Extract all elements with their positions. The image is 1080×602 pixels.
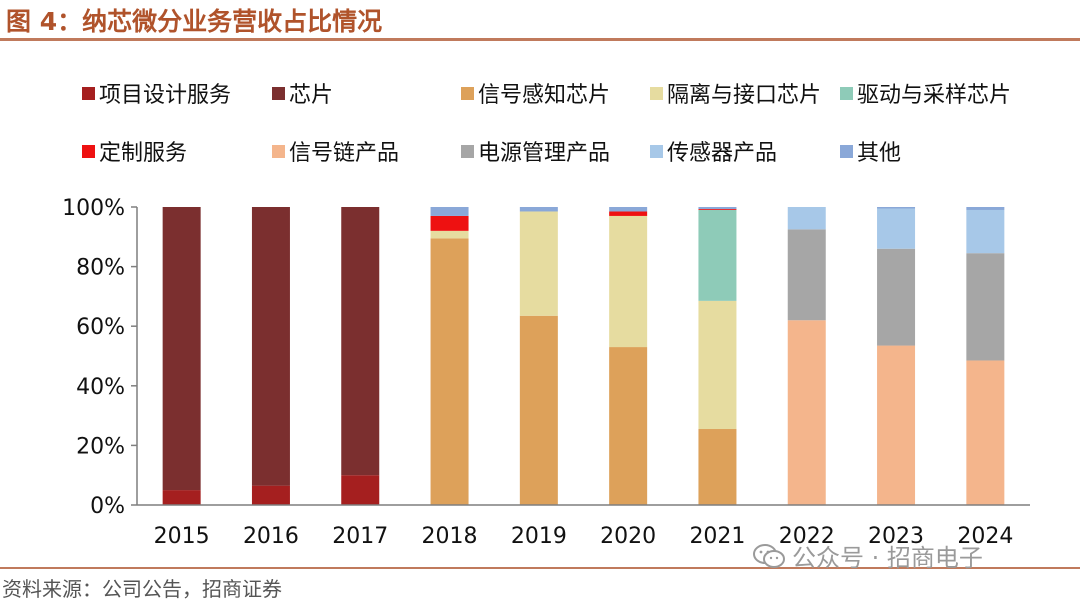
legend-label: 芯片 [289,83,334,108]
legend-swatch [840,144,853,158]
bar-segment [787,229,826,321]
legend-swatch [461,144,474,158]
legend-swatch [272,144,285,158]
legend-item: 电源管理产品 [461,135,610,167]
stacked-bar-chart: 0% 20% 40% 60% 80% 100% 2015 2016 2017 2018 2019 20… [62,196,1030,549]
x-tick-label: 2018 [422,524,478,549]
legend-item: 项目设计服务 [82,77,231,109]
bar-segment [698,429,737,505]
legend-label: 定制服务 [99,141,188,166]
wechat-icon [753,543,785,568]
legend-item: 驱动与采样芯片 [840,77,1011,109]
y-tick-label: 100% [62,196,125,221]
top-rule [0,38,1080,41]
bar-segment [251,207,290,486]
bar-segment [787,207,826,230]
bar-segment [162,490,201,505]
bar-segment [966,209,1005,254]
bar-segment [609,215,648,348]
figure-title: 图 4：纳芯微分业务营收占比情况 [6,7,383,36]
x-tick-label: 2015 [154,524,210,549]
x-tick-label: 2024 [957,524,1013,549]
legend-label: 信号感知芯片 [478,83,611,108]
bar-segment [430,238,469,506]
x-tick-label: 2021 [689,524,745,549]
bar-segment [519,315,558,505]
y-tick-label: 80% [76,256,125,281]
legend-item: 传感器产品 [650,135,777,167]
watermark: 公众号 · 招商电子 [752,538,983,573]
legend-item: 信号感知芯片 [461,77,610,109]
legend-swatch [650,86,663,100]
bar-segment [341,207,380,476]
legend-swatch [272,86,285,100]
bar-segment [698,209,737,210]
legend-item: 芯片 [272,77,333,109]
bar-segment [251,485,290,505]
legend-label: 其他 [857,141,902,166]
bar-segment [698,209,737,301]
legend-swatch [650,144,663,158]
bar-segment [430,207,469,216]
legend-label: 电源管理产品 [478,141,611,166]
x-tick-label: 2019 [511,524,567,549]
bar-segment [877,207,916,209]
bar-segment [877,248,916,346]
bar-segment [162,207,201,491]
x-tick-label: 2017 [332,524,388,549]
bar-segment [519,207,558,212]
legend-swatch [82,144,95,158]
bottom-rule [0,567,1080,569]
bar-segment [609,211,648,216]
source-note: 资料来源：公司公告，招商证券 [2,577,282,601]
legend-label: 项目设计服务 [99,83,232,108]
bar-segment [519,211,558,316]
y-tick-label: 0% [90,494,125,519]
bar-segment [877,345,916,505]
legend-swatch [82,86,95,100]
bar-segment [966,360,1005,505]
bar-segment [698,300,737,430]
legend-item: 隔离与接口芯片 [650,77,821,109]
bar-segment [787,320,826,505]
x-tick-label: 2020 [600,524,656,549]
legend-swatch [840,86,853,100]
bar-segment [609,347,648,505]
bar-segment [609,207,648,212]
x-tick-label: 2023 [868,524,924,549]
bar-segment [698,207,737,210]
legend-item: 信号链产品 [272,135,399,167]
legend-label: 驱动与采样芯片 [857,83,1012,108]
y-tick-label: 60% [76,315,125,340]
x-tick-label: 2016 [243,524,299,549]
bar-segment [966,207,1005,210]
legend-item: 其他 [840,135,901,167]
bar-segment [430,215,469,231]
legend-label: 传感器产品 [667,141,778,166]
bar-segment [966,253,1005,361]
legend-item: 定制服务 [82,135,187,167]
y-tick-label: 20% [76,434,125,459]
y-tick-label: 40% [76,375,125,400]
legend-label: 隔离与接口芯片 [667,83,822,108]
chart-legend: 项目设计服务 芯片 信号感知芯片 隔离与接口芯片 驱动与采样芯片定制服务 信号链产品 电源管… [0,62,1080,172]
bar-segment [430,230,469,239]
legend-label: 信号链产品 [289,141,400,166]
bar-segment [877,208,916,249]
watermark-text: 公众号 · 招商电子 [792,544,983,572]
legend-swatch [461,86,474,100]
bar-segment [341,475,380,505]
x-tick-label: 2022 [779,524,835,549]
